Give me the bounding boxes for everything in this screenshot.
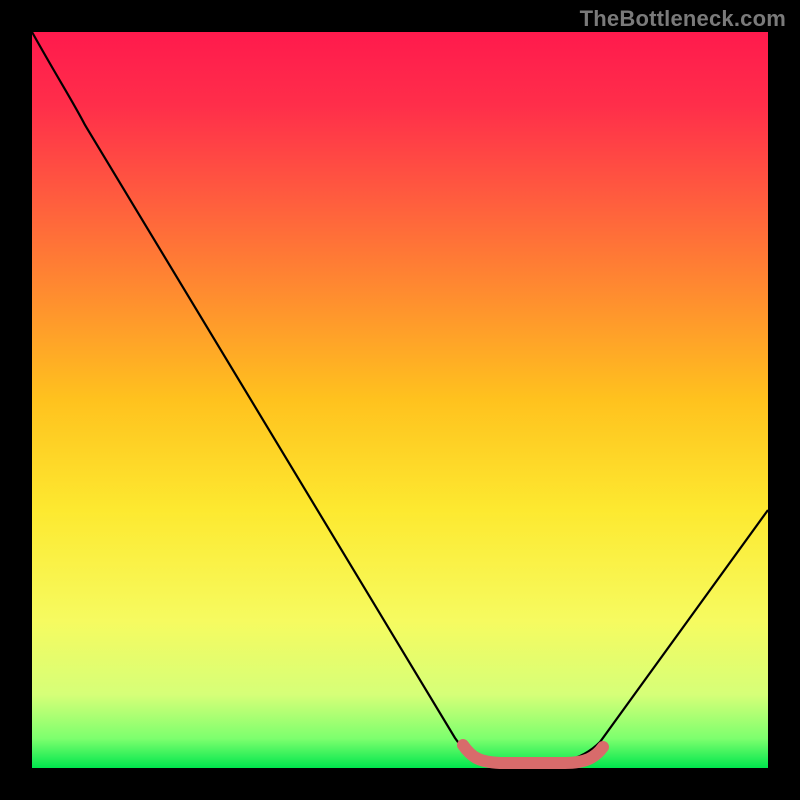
plot-background xyxy=(32,32,768,768)
chart-container: TheBottleneck.com xyxy=(0,0,800,800)
bottleneck-chart xyxy=(0,0,800,800)
watermark-text: TheBottleneck.com xyxy=(580,6,786,32)
